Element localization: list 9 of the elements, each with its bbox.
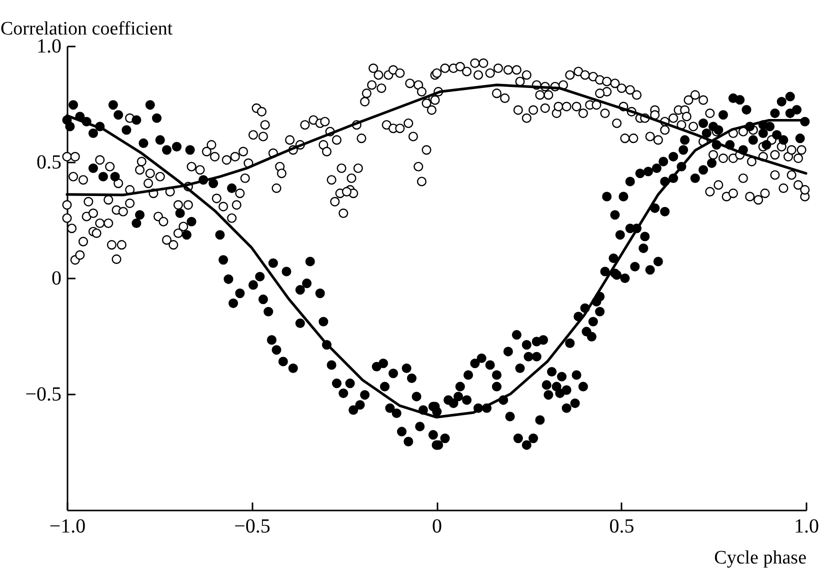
y-tick-label: 0.5 [36, 152, 62, 174]
y-tick-label: −0.5 [25, 384, 62, 406]
x-tick-label: 0 [432, 516, 442, 538]
x-tick-label: 0.5 [609, 516, 634, 538]
x-tick-label: −1.0 [49, 516, 86, 538]
y-tick-label: 0 [52, 268, 62, 290]
x-tick-label: −0.5 [234, 516, 270, 538]
x-axis-title: Cycle phase [714, 548, 806, 568]
x-tick-label: 1.0 [794, 516, 819, 538]
